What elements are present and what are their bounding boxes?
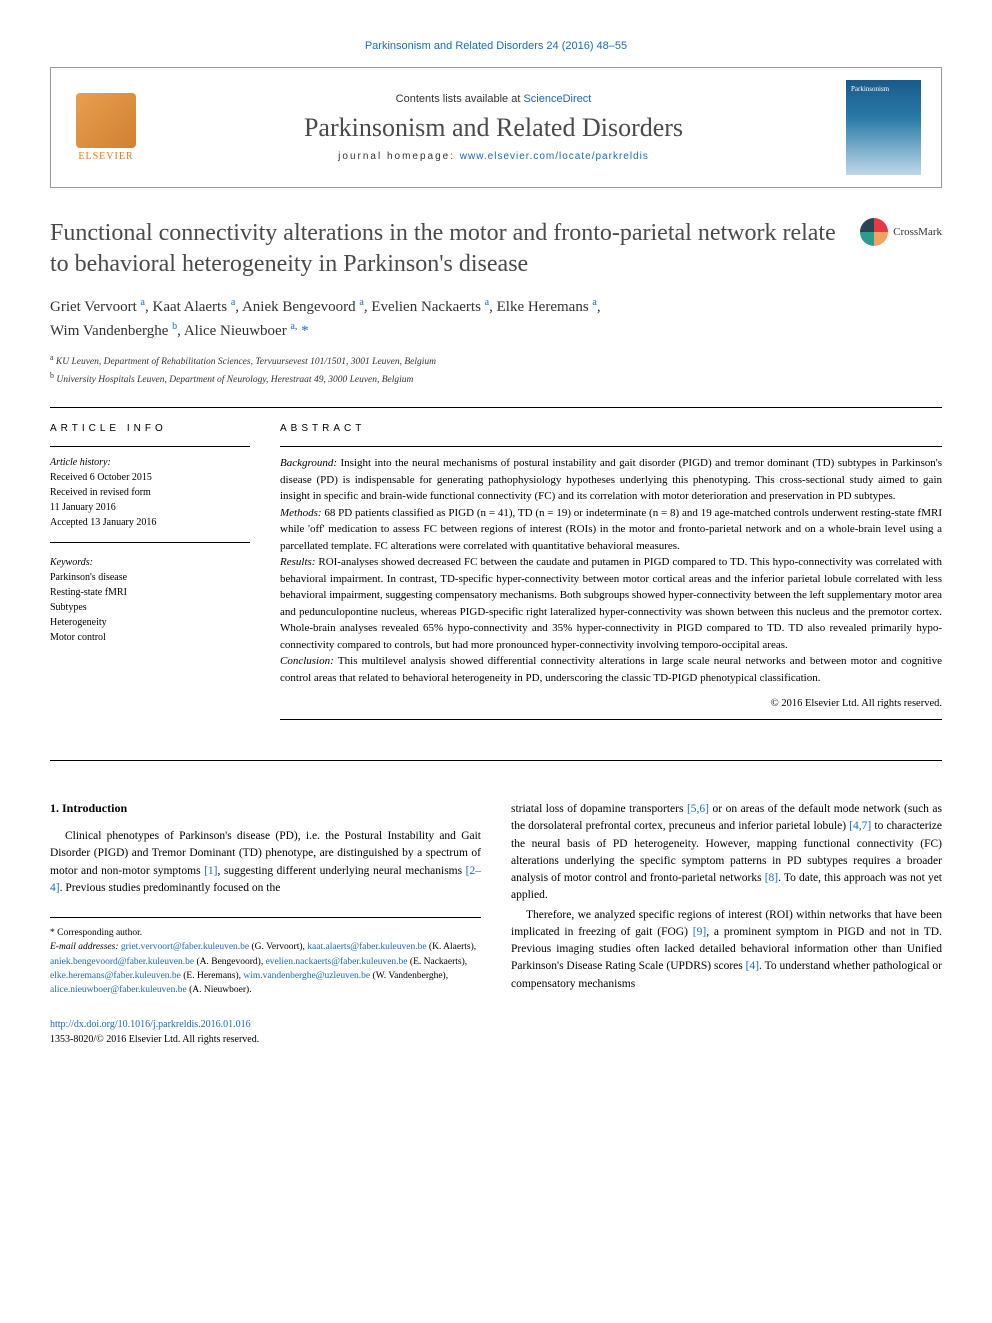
crossmark-badge[interactable]: CrossMark xyxy=(860,218,942,246)
email-name: (E. Nackaerts) xyxy=(410,957,465,967)
abstract-label: ABSTRACT xyxy=(280,423,942,434)
keyword: Parkinson's disease xyxy=(50,570,250,585)
email-link[interactable]: alice.nieuwboer@faber.kuleuven.be xyxy=(50,985,187,995)
intro-paragraph-1: Clinical phenotypes of Parkinson's disea… xyxy=(50,828,481,897)
history-label: Article history: xyxy=(50,455,250,470)
body-text-span: striatal loss of dopamine transporters xyxy=(511,803,687,815)
elsevier-logo[interactable]: ELSEVIER xyxy=(71,90,141,165)
keyword: Heterogeneity xyxy=(50,615,250,630)
citation-link[interactable]: [8] xyxy=(765,872,778,884)
email-name: (E. Heremans) xyxy=(183,971,238,981)
email-link[interactable]: aniek.bengevoord@faber.kuleuven.be xyxy=(50,957,194,967)
citation-link[interactable]: [4,7] xyxy=(849,820,871,832)
divider xyxy=(50,407,942,408)
history-item: Accepted 13 January 2016 xyxy=(50,515,250,530)
abstract-text: Background: Insight into the neural mech… xyxy=(280,455,942,686)
affiliations: a KU Leuven, Department of Rehabilitatio… xyxy=(50,352,942,387)
contents-prefix: Contents lists available at xyxy=(396,93,524,105)
doi-link[interactable]: http://dx.doi.org/10.1016/j.parkreldis.2… xyxy=(50,1019,251,1030)
email-label: E-mail addresses: xyxy=(50,942,119,952)
authors-list: Griet Vervoort a, Kaat Alaerts a, Aniek … xyxy=(50,295,942,342)
journal-header-box: ELSEVIER Contents lists available at Sci… xyxy=(50,67,942,188)
abstract-copyright: © 2016 Elsevier Ltd. All rights reserved… xyxy=(280,698,942,709)
elsevier-tree-icon xyxy=(76,93,136,148)
keywords-label: Keywords: xyxy=(50,555,250,570)
email-name: (W. Vandenberghe) xyxy=(373,971,446,981)
affiliation-b: University Hospitals Leuven, Department … xyxy=(56,375,413,385)
keywords-block: Keywords: Parkinson's disease Resting-st… xyxy=(50,555,250,657)
email-link[interactable]: wim.vandenberghe@uzleuven.be xyxy=(243,971,370,981)
email-name: (A. Nieuwboer) xyxy=(189,985,249,995)
journal-name: Parkinsonism and Related Disorders xyxy=(161,113,826,143)
homepage-link[interactable]: www.elsevier.com/locate/parkreldis xyxy=(460,151,649,162)
sciencedirect-link[interactable]: ScienceDirect xyxy=(523,93,591,105)
citation-link[interactable]: [5,6] xyxy=(687,803,709,815)
article-info-label: ARTICLE INFO xyxy=(50,423,250,434)
abstract-results: ROI-analyses showed decreased FC between… xyxy=(280,556,942,651)
homepage-prefix: journal homepage: xyxy=(338,151,460,162)
email-name: (G. Vervoort) xyxy=(252,942,303,952)
email-addresses: E-mail addresses: griet.vervoort@faber.k… xyxy=(50,940,481,997)
elsevier-text: ELSEVIER xyxy=(78,151,133,162)
affiliation-a: KU Leuven, Department of Rehabilitation … xyxy=(56,358,436,368)
email-link[interactable]: evelien.nackaerts@faber.kuleuven.be xyxy=(266,957,408,967)
citation-link[interactable]: [9] xyxy=(693,926,706,938)
abstract-background: Insight into the neural mechanisms of po… xyxy=(280,457,942,502)
homepage-line: journal homepage: www.elsevier.com/locat… xyxy=(161,151,826,162)
email-link[interactable]: elke.heremans@faber.kuleuven.be xyxy=(50,971,181,981)
contents-available-line: Contents lists available at ScienceDirec… xyxy=(161,93,826,105)
email-name: (A. Bengevoord) xyxy=(196,957,260,967)
introduction-heading: 1. Introduction xyxy=(50,801,481,816)
page-footer: http://dx.doi.org/10.1016/j.parkreldis.2… xyxy=(50,1017,942,1047)
citation-link[interactable]: [1] xyxy=(204,865,217,877)
history-item: 11 January 2016 xyxy=(50,500,250,515)
keyword: Subtypes xyxy=(50,600,250,615)
article-title: Functional connectivity alterations in t… xyxy=(50,218,845,280)
body-text-span: , suggesting different underlying neural… xyxy=(218,865,466,877)
article-history: Article history: Received 6 October 2015… xyxy=(50,455,250,543)
email-link[interactable]: kaat.alaerts@faber.kuleuven.be xyxy=(307,942,426,952)
abstract-conclusion: This multilevel analysis showed differen… xyxy=(280,655,942,684)
body-text-span: . Previous studies predominantly focused… xyxy=(60,882,281,894)
crossmark-icon xyxy=(860,218,888,246)
abstract-methods: 68 PD patients classified as PIGD (n = 4… xyxy=(280,507,942,552)
corresponding-author-label: * Corresponding author. xyxy=(50,926,481,940)
email-link[interactable]: griet.vervoort@faber.kuleuven.be xyxy=(121,942,249,952)
keyword: Motor control xyxy=(50,630,250,645)
journal-cover-thumbnail[interactable] xyxy=(846,80,921,175)
citation-link[interactable]: [4] xyxy=(746,960,759,972)
intro-paragraph-2: striatal loss of dopamine transporters [… xyxy=(511,801,942,993)
history-item: Received 6 October 2015 xyxy=(50,470,250,485)
issn-copyright: 1353-8020/© 2016 Elsevier Ltd. All right… xyxy=(50,1034,259,1045)
journal-reference: Parkinsonism and Related Disorders 24 (2… xyxy=(50,40,942,52)
crossmark-label: CrossMark xyxy=(893,226,942,238)
keyword: Resting-state fMRI xyxy=(50,585,250,600)
footnotes: * Corresponding author. E-mail addresses… xyxy=(50,917,481,997)
email-name: (K. Alaerts) xyxy=(429,942,474,952)
history-item: Received in revised form xyxy=(50,485,250,500)
